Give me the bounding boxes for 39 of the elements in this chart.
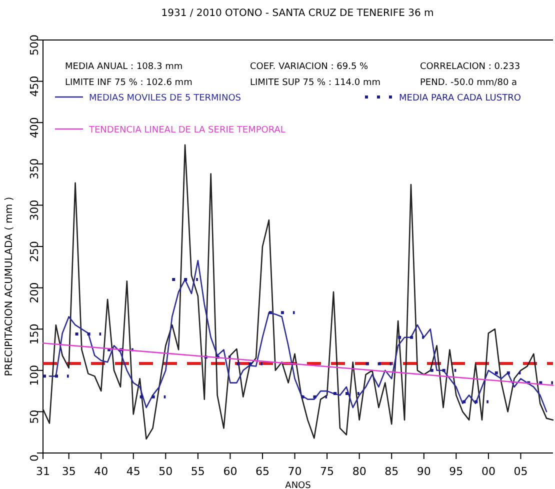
legend-label: MEDIAS MOVILES DE 5 TERMINOS xyxy=(89,94,242,104)
x-tick-label: 50 xyxy=(158,465,173,478)
y-tick-label: 50 xyxy=(28,410,41,424)
x-axis-title: ANOS xyxy=(285,481,312,489)
y-tick-label: 400 xyxy=(28,117,41,138)
y-tick-label: 300 xyxy=(28,200,41,221)
annotation: COEF. VARIACION : 69.5 % xyxy=(250,62,369,72)
x-tick-label: 70 xyxy=(288,465,302,478)
annotation: MEDIA ANUAL : 108.3 mm xyxy=(65,62,183,72)
y-tick-label: 100 xyxy=(28,364,41,386)
x-tick-label: 31 xyxy=(36,465,50,478)
x-tick-label: 00 xyxy=(481,465,496,478)
x-tick-label: 05 xyxy=(514,465,528,478)
x-tick-label: 75 xyxy=(320,465,334,478)
y-tick-label: 450 xyxy=(28,76,41,97)
y-axis-title: PRECIPITACION ACUMULADA ( mm ) xyxy=(4,196,15,376)
x-tick-label: 80 xyxy=(352,465,366,478)
legend-label: MEDIA PARA CADA LUSTRO xyxy=(399,94,521,104)
y-tick-label: 500 xyxy=(28,34,41,56)
x-tick-label: 40 xyxy=(94,465,108,478)
y-tick-label: 0 xyxy=(28,454,41,462)
annotation: CORRELACION : 0.233 xyxy=(420,62,520,72)
y-tick-label: 250 xyxy=(28,241,41,262)
y-tick-label: 350 xyxy=(28,158,41,180)
x-tick-label: 55 xyxy=(190,465,205,478)
annotation: LIMITE INF 75 % : 102.6 mm xyxy=(65,78,192,88)
y-tick-label: 150 xyxy=(28,324,41,345)
x-tick-label: 90 xyxy=(416,465,431,478)
chart-title: 1931 / 2010 OTONO - SANTA CRUZ DE TENERIFE 36 m xyxy=(161,8,434,19)
x-tick-label: 85 xyxy=(384,465,399,478)
x-tick-label: 45 xyxy=(126,465,140,478)
legend-label: TENDENCIA LINEAL DE LA SERIE TEMPORAL xyxy=(88,126,286,136)
y-tick-label: 200 xyxy=(28,282,41,304)
x-tick-label: 95 xyxy=(449,465,464,478)
x-tick-label: 35 xyxy=(62,465,76,478)
annotation: LIMITE SUP 75 % : 114.0 mm xyxy=(250,78,380,88)
x-tick-label: 60 xyxy=(223,465,238,478)
annotation: PEND. -50.0 mm/80 a xyxy=(420,78,518,88)
x-tick-label: 65 xyxy=(255,465,270,478)
